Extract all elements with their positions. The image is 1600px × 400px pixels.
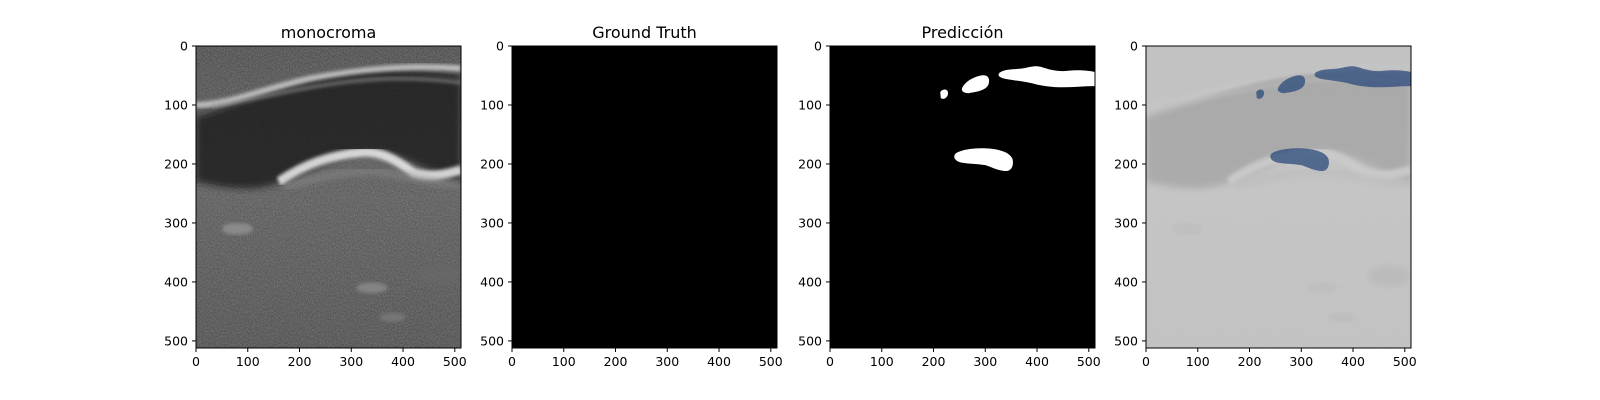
panel-prediccion: Predicción 0 100 200 300 400 500 0 100 200 300 400 5…: [798, 23, 1101, 369]
x-tick-label: 200: [604, 354, 628, 369]
axes-frame: [511, 45, 778, 349]
x-tick-label: 100: [1186, 354, 1210, 369]
x-tick-label: 400: [391, 354, 415, 369]
y-tick-label: 400: [798, 274, 822, 289]
x-tick-label: 0: [508, 354, 516, 369]
y-tick-label: 500: [798, 333, 822, 348]
x-tick-label: 500: [1077, 354, 1101, 369]
y-tick-label: 500: [164, 333, 188, 348]
y-tick-label: 0: [814, 39, 822, 54]
panel-title: Predicción: [921, 23, 1003, 42]
y-tick-label: 300: [164, 215, 188, 230]
panel-image-monocroma: [196, 46, 461, 348]
y-tick-label: 300: [480, 215, 504, 230]
x-tick-label: 0: [826, 354, 834, 369]
x-tick-label: 300: [655, 354, 679, 369]
y-tick-label: 500: [1114, 333, 1138, 348]
x-tick-label: 500: [759, 354, 783, 369]
x-tick-label: 100: [236, 354, 260, 369]
y-tick-label: 100: [164, 97, 188, 112]
panel-title: monocroma: [281, 23, 377, 42]
x-tick-label: 100: [552, 354, 576, 369]
panel-monocroma: monocroma 0 100 200 300 400 500 0 100 200 300 400 50…: [164, 23, 467, 369]
panel-overlay: 0 100 200 300 400 500 0 100 200 300 400 500: [1114, 39, 1417, 370]
x-tick-label: 200: [1238, 354, 1262, 369]
y-tick-label: 200: [1114, 156, 1138, 171]
y-tick-label: 200: [480, 156, 504, 171]
x-tick-label: 300: [1289, 354, 1313, 369]
panel-ground-truth: Ground Truth 0 100 200 300 400 500 0 100 200 300 40…: [480, 23, 783, 369]
y-tick-label: 400: [164, 274, 188, 289]
y-tick-label: 200: [164, 156, 188, 171]
axes-frame: [195, 45, 462, 349]
x-tick-label: 400: [707, 354, 731, 369]
panel-image-ground-truth: [512, 46, 777, 348]
x-tick-label: 0: [192, 354, 200, 369]
y-tick-label: 400: [1114, 274, 1138, 289]
x-tick-label: 500: [443, 354, 467, 369]
y-tick-label: 500: [480, 333, 504, 348]
y-tick-label: 400: [480, 274, 504, 289]
axes-frame: [829, 45, 1096, 349]
y-tick-label: 100: [480, 97, 504, 112]
x-tick-label: 200: [922, 354, 946, 369]
axes-frame: [1145, 45, 1412, 349]
y-tick-label: 100: [1114, 97, 1138, 112]
panel-image-overlay: [1146, 46, 1411, 348]
y-tick-label: 0: [496, 39, 504, 54]
y-tick-label: 300: [1114, 215, 1138, 230]
panel-image-prediccion: [830, 46, 1095, 348]
x-tick-label: 100: [870, 354, 894, 369]
x-tick-label: 400: [1025, 354, 1049, 369]
x-tick-label: 500: [1393, 354, 1417, 369]
x-tick-label: 300: [973, 354, 997, 369]
x-tick-label: 300: [339, 354, 363, 369]
panel-title: Ground Truth: [592, 23, 697, 42]
x-tick-label: 0: [1142, 354, 1150, 369]
x-tick-label: 200: [288, 354, 312, 369]
y-tick-label: 0: [1130, 39, 1138, 54]
y-tick-label: 100: [798, 97, 822, 112]
x-tick-label: 400: [1341, 354, 1365, 369]
y-tick-label: 0: [180, 39, 188, 54]
y-tick-label: 200: [798, 156, 822, 171]
y-tick-label: 300: [798, 215, 822, 230]
